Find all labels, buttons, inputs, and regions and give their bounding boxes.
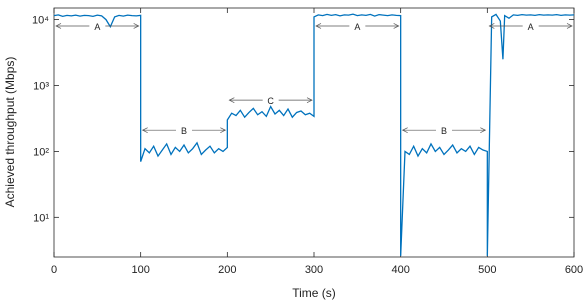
- y-tick-label: 10²: [33, 146, 49, 158]
- x-tick-label: 0: [51, 264, 57, 276]
- throughput-line: [53, 13, 575, 256]
- annotation-label: A: [94, 22, 100, 32]
- y-tick-label: 10¹: [33, 212, 49, 224]
- x-tick-label: 300: [305, 264, 323, 276]
- arrow-head: [488, 23, 573, 29]
- arrow-head: [401, 127, 487, 133]
- x-axis-label: Time (s): [292, 286, 336, 300]
- arrow-head: [315, 23, 400, 29]
- arrow-head: [55, 23, 140, 29]
- y-axis-label: Achieved throughput (Mbps): [3, 57, 17, 208]
- arrow-head: [141, 127, 227, 133]
- annotation-label: B: [441, 126, 447, 136]
- arrow-head: [228, 97, 313, 103]
- x-tick-label: 400: [391, 264, 409, 276]
- y-tick-label: 10³: [33, 81, 49, 93]
- x-tick-label: 100: [131, 264, 149, 276]
- annotation-label: A: [528, 22, 534, 32]
- x-tick-label: 600: [565, 264, 583, 276]
- annotation-label: A: [354, 22, 360, 32]
- annotation-label: C: [267, 96, 274, 106]
- y-tick-label: 10⁴: [32, 15, 49, 27]
- x-tick-label: 500: [478, 264, 496, 276]
- x-tick-label: 200: [218, 264, 236, 276]
- annotation-label: B: [181, 126, 187, 136]
